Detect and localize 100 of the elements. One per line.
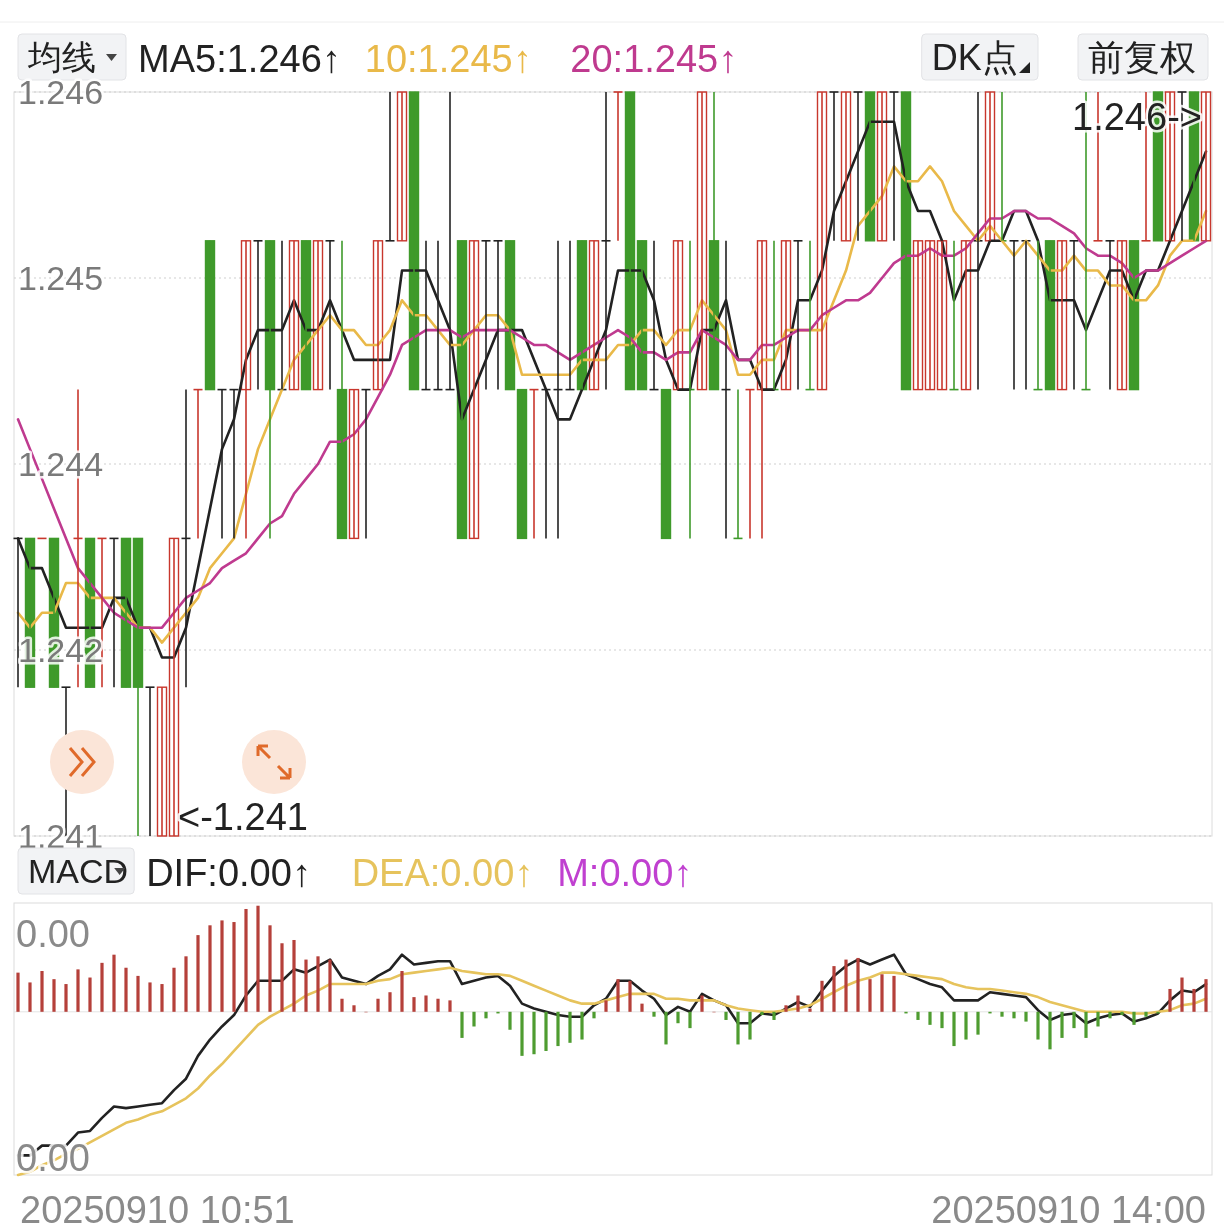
candlestick: [385, 91, 395, 242]
bar: [124, 967, 128, 1012]
bar: [1120, 1011, 1124, 1016]
bar: [100, 962, 104, 1012]
candlestick: [1105, 240, 1115, 391]
bar: [400, 971, 404, 1012]
bar: [472, 1011, 476, 1027]
text: 20:1.245↑: [570, 38, 738, 80]
candlestick: [1069, 240, 1079, 391]
bar: [556, 1011, 560, 1047]
bar: [1144, 1011, 1148, 1017]
candlestick: [240, 240, 252, 540]
candlestick: [456, 240, 468, 540]
bar: [76, 969, 80, 1012]
candlestick: [1200, 91, 1212, 242]
candlestick: [1128, 240, 1140, 391]
bar: [544, 1011, 548, 1051]
bar: [376, 998, 380, 1012]
bar: [280, 943, 284, 1012]
bar: [520, 1011, 524, 1056]
text: MA5:1.246↑: [138, 38, 341, 80]
bar: [748, 1011, 752, 1040]
bar: [688, 1011, 692, 1029]
bar: [484, 1011, 488, 1019]
bar: [136, 975, 140, 1012]
bar: [40, 971, 44, 1012]
bar: [424, 995, 428, 1012]
bar: [1180, 977, 1184, 1012]
bar: [1204, 979, 1208, 1012]
candlestick: [312, 240, 324, 391]
bar: [928, 1011, 932, 1025]
candlestick: [696, 91, 708, 391]
text: M:0.00↑: [557, 852, 693, 894]
candlestick: [504, 240, 516, 391]
bar: [580, 1011, 584, 1040]
candlestick: [253, 240, 263, 391]
bar: [604, 1000, 608, 1012]
bar: [184, 956, 188, 1012]
candlestick: [204, 240, 216, 391]
y-tick-label: 1.241: [18, 817, 104, 855]
bar: [1072, 1011, 1076, 1029]
bar: [1024, 1011, 1028, 1022]
bar: [1168, 988, 1172, 1012]
candlestick: [912, 240, 924, 391]
bar: [28, 982, 32, 1012]
candlestick: [1044, 240, 1056, 391]
candlestick: [516, 388, 528, 540]
bar: [640, 1003, 644, 1012]
text: 前复权: [1088, 36, 1196, 78]
bar: [760, 1011, 764, 1016]
bar: [664, 1011, 668, 1045]
text: DEA:0.00↑: [351, 852, 534, 894]
bar: [808, 1008, 812, 1012]
candlestick: [613, 91, 623, 242]
candlestick: [1116, 240, 1128, 391]
bar: [220, 920, 224, 1012]
bar: [340, 998, 344, 1012]
bar: [316, 956, 320, 1012]
candlestick: [325, 240, 335, 391]
bar: [964, 1011, 968, 1040]
candlestick: [168, 537, 180, 837]
candlestick: [660, 388, 672, 540]
candlestick: [300, 240, 312, 391]
bar: [16, 972, 20, 1012]
candlestick: [624, 91, 636, 391]
bar: [244, 908, 248, 1012]
bar: [796, 995, 800, 1012]
bar: [568, 1011, 572, 1043]
bar: [724, 1011, 728, 1020]
candlestick: [372, 240, 384, 391]
candlestick: [1056, 240, 1068, 391]
text: 10:1.245↑: [364, 38, 532, 80]
bar: [388, 992, 392, 1012]
bar: [736, 1011, 740, 1045]
bar: [448, 1000, 452, 1012]
bar: [820, 980, 824, 1012]
bar: [1108, 1011, 1112, 1019]
bar: [880, 974, 884, 1012]
bar: [784, 1005, 788, 1012]
bar: [652, 1011, 656, 1017]
bar: [532, 1011, 536, 1055]
bar: [112, 954, 116, 1012]
bar: [1132, 1011, 1136, 1025]
candlestick: [1009, 240, 1019, 391]
bar: [940, 1011, 944, 1029]
candlestick: [756, 240, 768, 540]
candlestick: [793, 240, 803, 391]
bar: [412, 997, 416, 1012]
bar: [1192, 988, 1196, 1012]
candlestick: [900, 91, 912, 391]
bar: [952, 1011, 956, 1047]
bar: [1000, 1011, 1004, 1017]
candlestick: [396, 91, 408, 242]
bar: [328, 959, 332, 1012]
bar: [232, 922, 236, 1012]
bar: [976, 1011, 980, 1035]
candlestick: [481, 240, 491, 391]
bar: [292, 939, 296, 1012]
bar: [868, 979, 872, 1012]
text: 20250910 14:00: [931, 1189, 1206, 1227]
